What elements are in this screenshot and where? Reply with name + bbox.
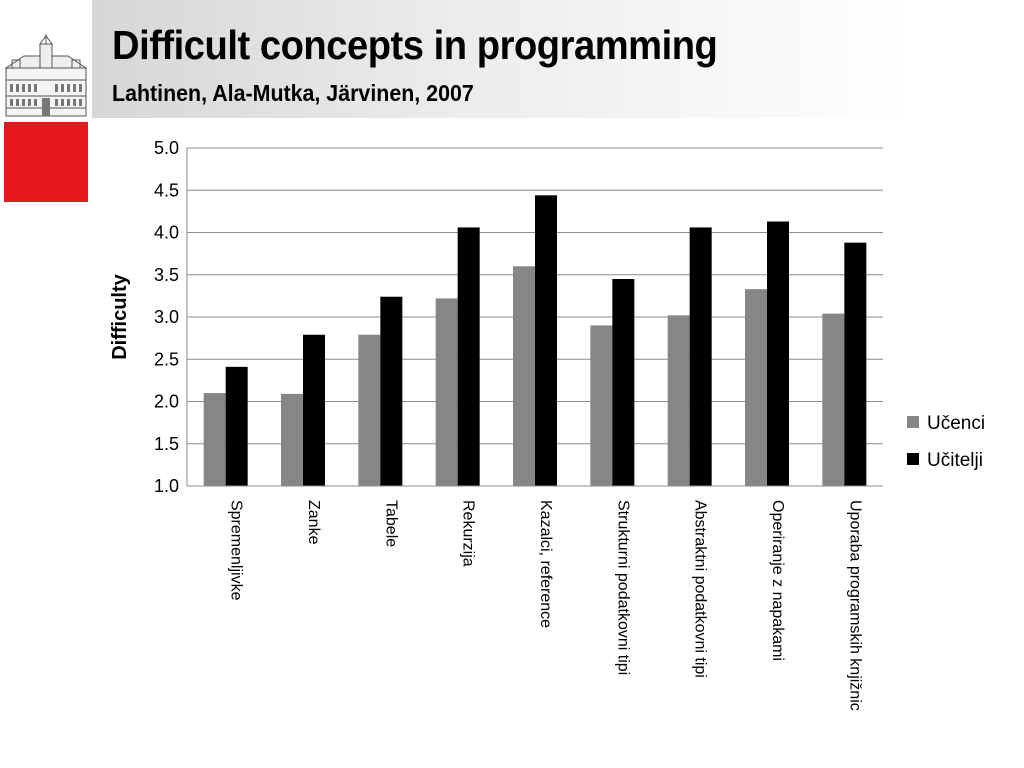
bar-ucenci (667, 315, 690, 486)
x-category-label: Abstraktni podatkovni tipi (692, 500, 709, 678)
slide-title: Difficult concepts in programming (112, 22, 718, 68)
bar-ucenci (822, 313, 845, 486)
y-tick-label: 1.0 (154, 476, 179, 496)
legend: Učenci Učitelji (907, 413, 985, 471)
bar-ucenci (590, 325, 613, 486)
university-building-icon (4, 34, 88, 202)
legend-label: Učenci (927, 413, 985, 434)
bar-ucenci (435, 298, 458, 486)
y-tick-label: 4.0 (154, 223, 179, 243)
legend-label: Učitelji (927, 450, 983, 471)
bar-ucitelji (689, 227, 712, 486)
y-tick-label: 3.5 (154, 265, 179, 285)
bar-ucenci (281, 393, 303, 486)
bar-ucitelji (303, 334, 325, 486)
bar-ucitelji (457, 227, 480, 486)
bar-ucenci (745, 289, 767, 486)
y-axis-title: Difficulty (109, 273, 131, 359)
bars (203, 195, 867, 486)
slide-subtitle: Lahtinen, Ala-Mutka, Järvinen, 2007 (112, 80, 474, 106)
bar-ucenci (203, 393, 226, 486)
bar-ucenci (513, 266, 535, 486)
legend-swatch (907, 453, 919, 465)
x-category-label: Zanke (305, 500, 322, 545)
bar-ucitelji (225, 366, 248, 486)
bar-ucenci (358, 334, 381, 486)
bar-ucitelji (380, 296, 403, 486)
y-tick-label: 5.0 (154, 138, 179, 158)
red-square-icon (4, 122, 88, 202)
x-category-label: Operiranje z napakami (769, 500, 786, 661)
bar-ucitelji (612, 278, 635, 486)
y-tick-label: 2.5 (154, 349, 179, 369)
y-axis-tick-labels: 1.0 1.5 2.0 2.5 3.0 3.5 4.0 4.5 5.0 (154, 138, 179, 496)
x-category-label: Rekurzija (460, 500, 477, 567)
x-category-label: Strukturni podatkovni tipi (614, 500, 631, 675)
y-tick-label: 3.0 (154, 307, 179, 327)
logo (0, 0, 92, 210)
x-category-label: Uporaba programskih knjižnic (846, 500, 863, 711)
y-tick-label: 1.5 (154, 434, 179, 454)
bar-ucitelji (767, 221, 789, 486)
x-category-label: Spremenljivke (228, 500, 245, 601)
bar-ucitelji (844, 242, 867, 486)
y-tick-label: 2.0 (154, 392, 179, 412)
x-axis-category-labels: Spremenljivke Zanke Tabele Rekurzija Kazalci… (228, 500, 864, 711)
legend-swatch (907, 416, 919, 428)
y-tick-label: 4.5 (154, 180, 179, 200)
x-category-label: Kazalci, reference (537, 500, 554, 628)
x-category-label: Tabele (382, 500, 399, 547)
bar-ucitelji (535, 195, 557, 486)
header-band (92, 0, 908, 118)
